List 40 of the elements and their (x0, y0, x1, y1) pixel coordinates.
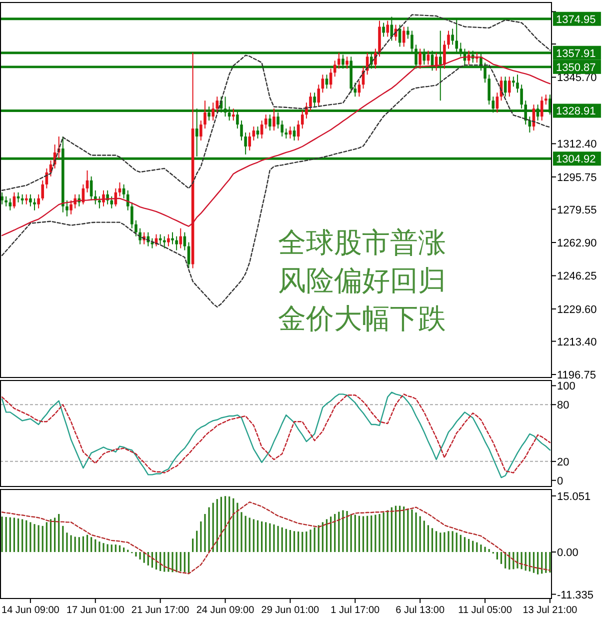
ref-label: 1350.87 (553, 60, 601, 74)
y-tick-label: 1213.40 (557, 336, 597, 348)
y-tick-label: 1279.55 (557, 204, 597, 216)
y-tick-label: 1345.70 (557, 72, 597, 84)
ref-line-label: 1374.95 (556, 14, 596, 26)
x-tick-label: 1 Jul 17:00 (330, 605, 380, 616)
ref-label: 1328.91 (553, 104, 601, 118)
ref-label: 1357.91 (553, 46, 601, 60)
y-tick-label: 1229.60 (557, 304, 597, 316)
y-tick-label: 0.00 (557, 547, 578, 560)
annotation: 全球股市普涨 (278, 227, 446, 258)
y-tick-label: 15.051 (557, 490, 591, 503)
x-tick-label: 13 Jul 21:00 (522, 605, 578, 616)
y-tick-label: 1312.40 (557, 138, 597, 151)
ref-line-label: 1357.91 (556, 48, 596, 60)
y-tick-label: 1246.25 (557, 270, 597, 283)
line-series (1, 14, 551, 191)
x-tick-label: 24 Jun 09:00 (196, 605, 255, 616)
y-tick-label: 1295.75 (557, 172, 597, 184)
y-tick-label: 100 (557, 380, 576, 393)
y-tick-label: 1196.75 (557, 370, 596, 382)
y-tick-label: -11.335 (557, 589, 594, 602)
y-tick-label: 0 (557, 475, 564, 488)
line-series (1, 501, 551, 574)
x-tick-label: 14 Jun 09:00 (2, 605, 60, 616)
ref-label: 1304.92 (553, 152, 601, 166)
x-tick-label: 29 Jun 01:00 (261, 605, 320, 616)
x-tick-label: 21 Jun 17:00 (131, 605, 190, 616)
x-tick-label: 17 Jun 01:00 (66, 605, 125, 616)
y-tick-label: 20 (557, 456, 570, 468)
ref-line-label: 1350.87 (556, 62, 596, 74)
x-tick-label: 6 Jul 13:00 (396, 605, 445, 616)
annotation: 金价大幅下跌 (278, 303, 446, 334)
y-tick-label: 80 (557, 400, 570, 412)
annotation: 风险偏好回归 (278, 265, 446, 296)
ref-label: 1374.95 (553, 12, 601, 26)
ref-line-label: 1304.92 (556, 154, 596, 166)
ref-line-label: 1328.91 (556, 106, 596, 118)
y-tick-label: 1262.90 (557, 237, 597, 250)
x-tick-label: 11 Jul 05:00 (458, 605, 512, 616)
